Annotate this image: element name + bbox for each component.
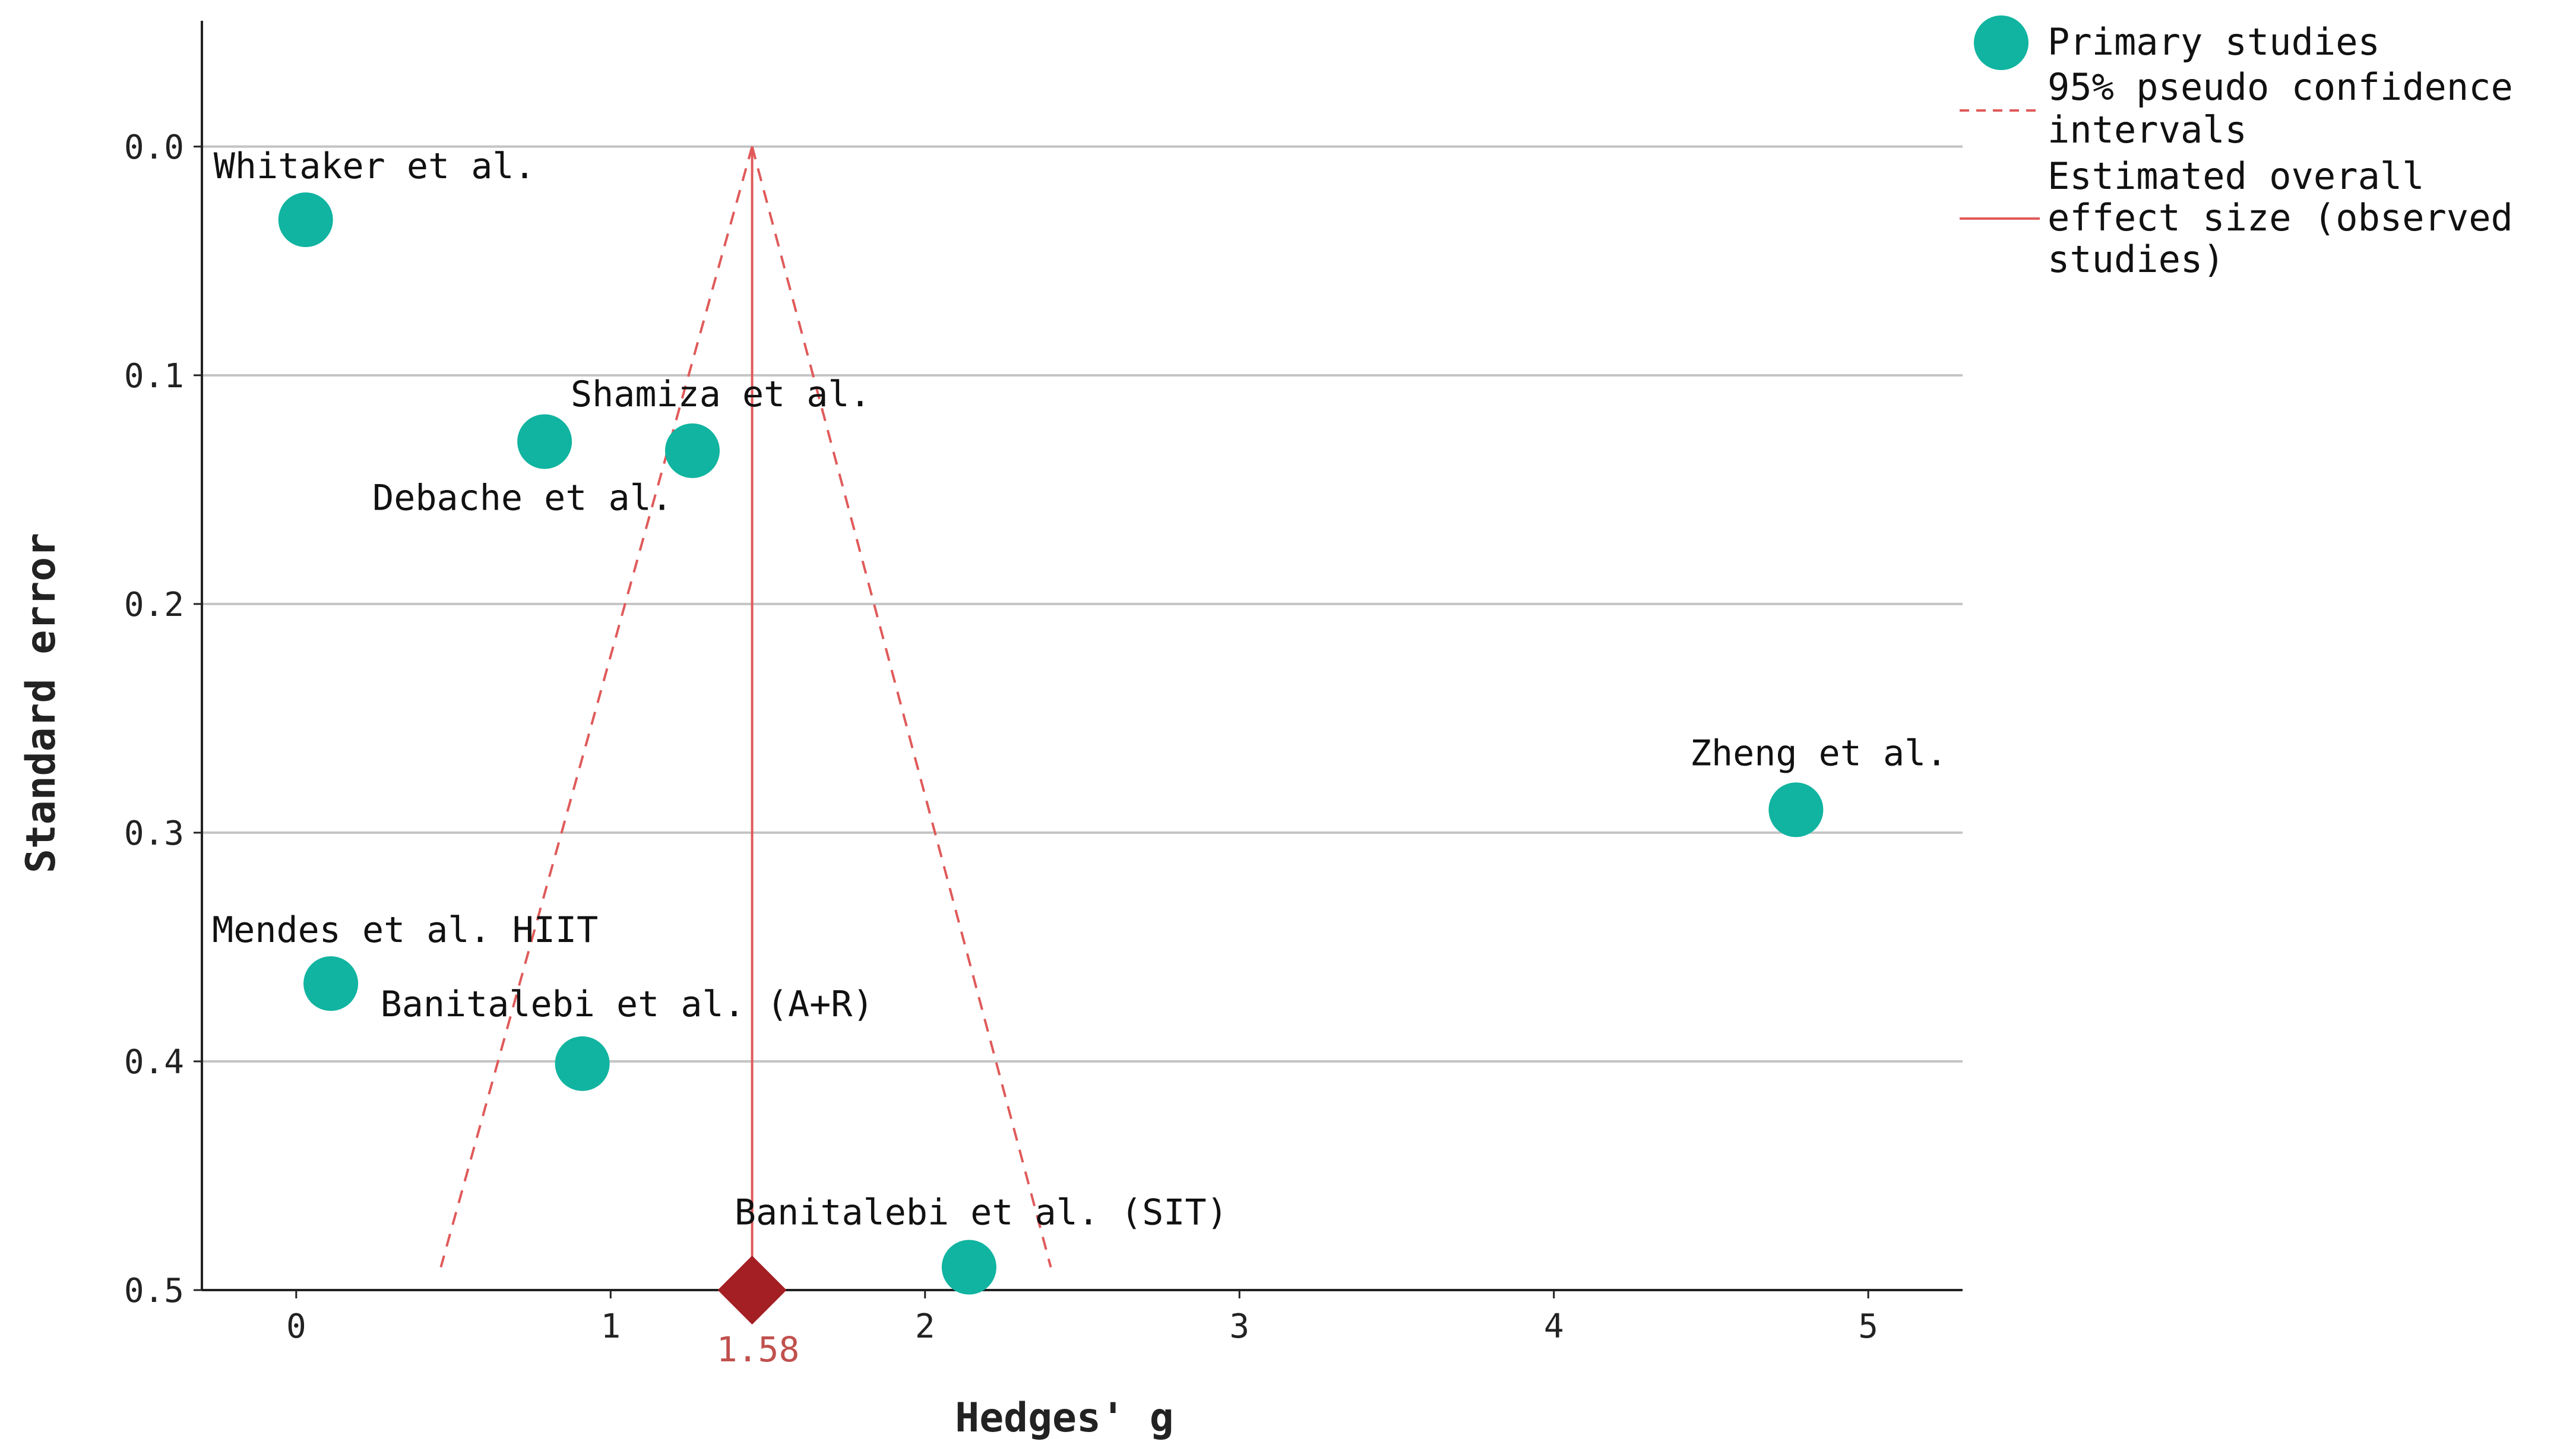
tick-labels: 0 1 2 3 4 5 0.0 0.1 0.2 0.3 0.4 0.5 [124,128,1878,1346]
study-label: Banitalebi et al. (A+R) [381,984,874,1025]
study-label: Zheng et al. [1690,732,1947,774]
study-point [278,192,333,247]
study-label: Debache et al. [372,477,673,519]
overall-effect-marker: 1.58 [717,1256,800,1370]
study-point [517,414,572,469]
y-tick-label: 0.3 [124,814,184,853]
overall-effect-diamond [717,1256,787,1325]
y-tick-label: 0.2 [124,586,184,624]
x-tick-label: 2 [915,1307,935,1346]
study-label: Banitalebi et al. (SIT) [735,1191,1228,1233]
y-axis-title: Standard error [18,533,65,873]
legend-label-points: Primary studies [2047,20,2380,64]
axes [201,21,1963,1291]
y-tick-label: 0.5 [124,1272,184,1310]
confidence-interval-lines [439,146,1052,1290]
x-tick-label: 3 [1229,1307,1249,1346]
grid-lines [202,145,1963,1063]
y-tick-label: 0.4 [124,1043,184,1082]
legend-label-line: 95% pseudo confidence [2047,65,2513,109]
study-label: Whitaker et al. [214,146,536,187]
study-point [664,423,720,478]
legend-label-line: intervals [2047,108,2247,151]
study-point [1768,782,1824,837]
overall-effect-label: 1.58 [717,1329,800,1370]
data-points [278,192,1824,1295]
y-tick-label: 0.0 [124,128,184,167]
legend-label-effect: Estimated overall effect size (observed st… [2047,154,2513,281]
study-label: Mendes et al. HIIT [212,909,598,951]
x-tick-label: 5 [1858,1307,1878,1346]
study-label: Shamiza et al. [571,374,871,415]
legend-marker-points [1974,15,2028,70]
x-tick-label: 0 [286,1307,306,1346]
x-tick-label: 1 [600,1307,621,1346]
y-tick-label: 0.1 [124,357,184,396]
ci-upper-line [751,146,1052,1268]
legend-label-line: effect size (observed [2047,196,2513,239]
point-labels: Whitaker et al. Debache et al. Shamiza et … [212,146,1947,1234]
legend-label-line: studies) [2047,238,2225,281]
legend-label-line: Estimated overall [2047,154,2425,198]
x-axis-title: Hedges' g [955,1395,1173,1442]
legend-label-ci: 95% pseudo confidence intervals [2047,65,2513,151]
axis-titles: Hedges' g Standard error [18,533,1174,1442]
x-tick-label: 4 [1544,1307,1564,1346]
study-point [555,1036,610,1091]
study-point [303,956,359,1012]
study-point [941,1240,996,1295]
